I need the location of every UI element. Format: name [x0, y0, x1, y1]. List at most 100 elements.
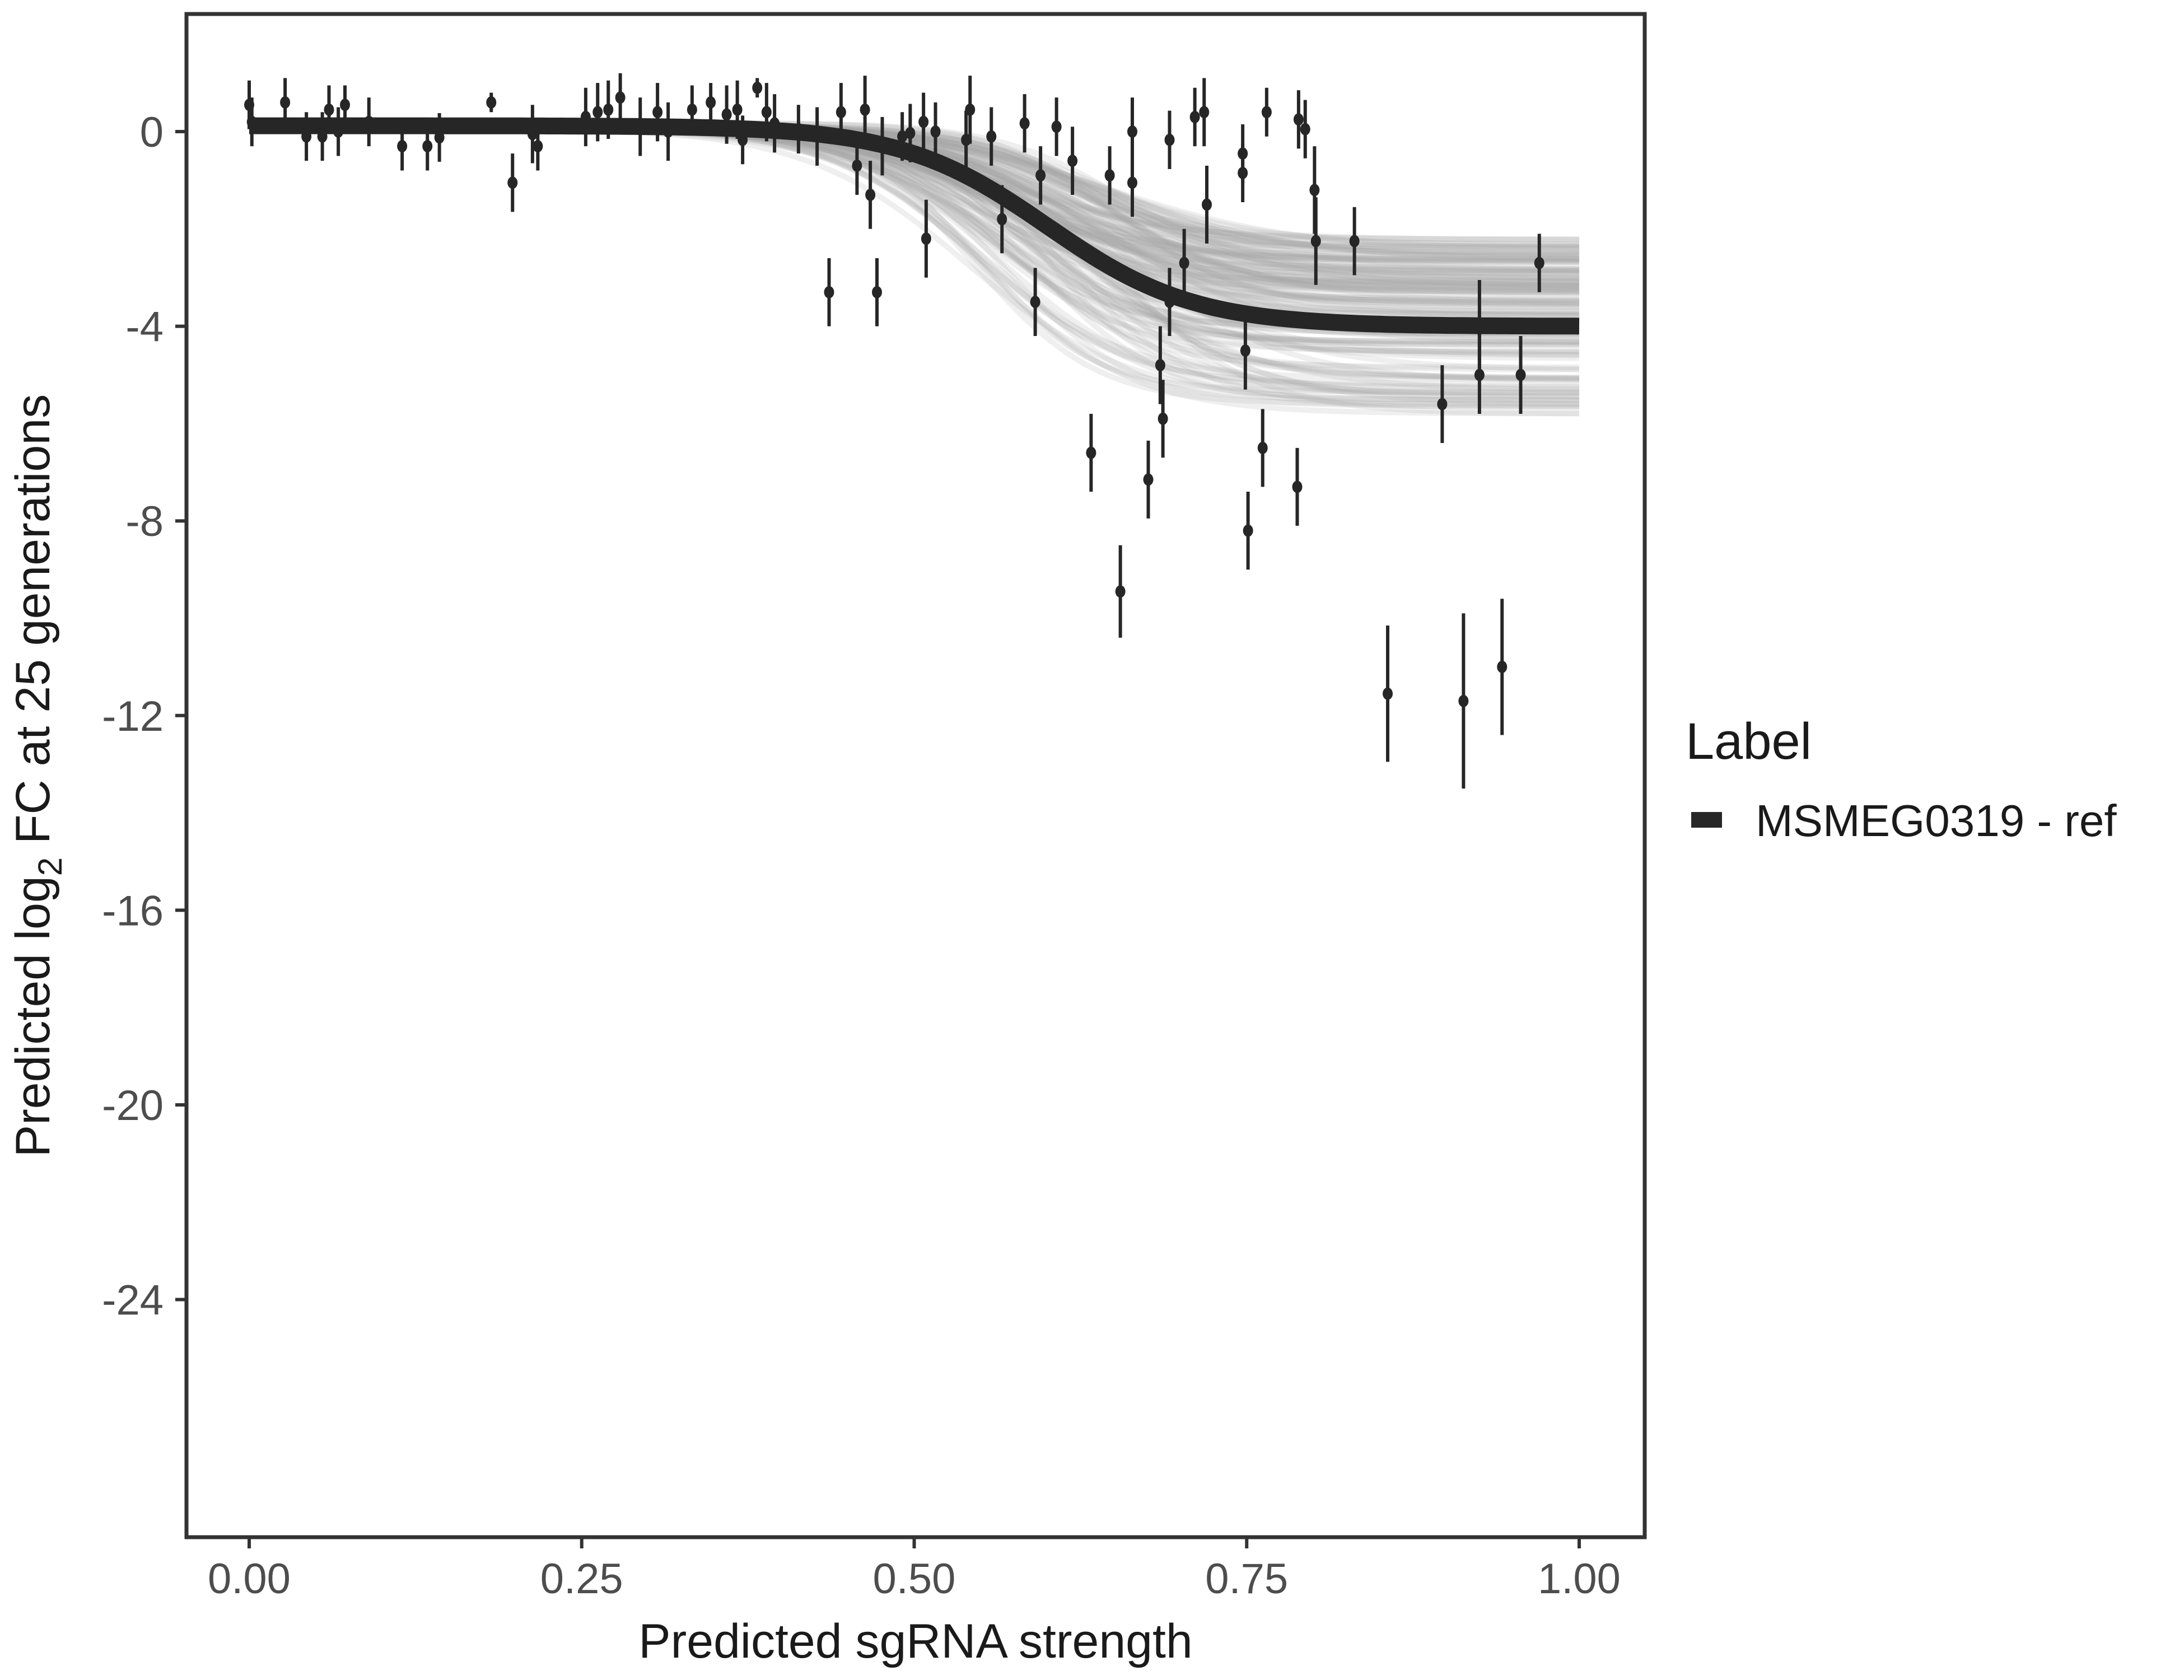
data-point: [1164, 110, 1175, 169]
data-point: [1293, 90, 1304, 149]
data-point: [1158, 380, 1168, 458]
y-tick-label: -20: [102, 1082, 164, 1130]
point-marker: [486, 96, 497, 109]
y-axis-ticks: 0 -4 -8 -12 -16 -20 -24: [102, 109, 186, 1324]
point-marker: [918, 115, 929, 128]
x-tick-label: 0.25: [540, 1555, 623, 1603]
data-point: [1115, 545, 1126, 638]
data-point: [1086, 414, 1096, 492]
data-point: [1243, 492, 1253, 570]
data-point: [1240, 311, 1250, 390]
point-marker: [1310, 235, 1321, 248]
point-marker: [1086, 446, 1096, 459]
y-axis-title-prefix: Predicted log: [6, 876, 60, 1157]
data-point: [1261, 87, 1272, 137]
point-marker: [1158, 412, 1168, 425]
data-point: [752, 78, 763, 98]
point-marker: [1534, 256, 1544, 269]
point-marker: [397, 140, 408, 153]
data-point: [1202, 165, 1212, 244]
x-axis-title: Predicted sgRNA strength: [638, 1614, 1193, 1668]
point-marker: [1349, 235, 1360, 248]
y-axis-title-suffix: FC at 25 generations: [6, 394, 60, 857]
fit-line: [249, 117, 1580, 335]
point-marker: [872, 286, 882, 298]
data-point: [1019, 94, 1030, 153]
data-point: [1292, 447, 1303, 526]
data-point: [860, 76, 870, 144]
data-point: [1127, 148, 1137, 217]
point-marker: [1127, 176, 1137, 189]
data-point: [1349, 207, 1360, 276]
point-marker: [1300, 123, 1310, 136]
legend-label: MSMEG0319 - ref: [1756, 796, 2117, 846]
data-point: [1199, 78, 1210, 147]
data-point: [986, 107, 997, 166]
data-point: [872, 258, 882, 326]
point-marker: [997, 213, 1007, 226]
point-marker: [1261, 106, 1272, 119]
point-marker: [1143, 473, 1154, 486]
point-marker: [1240, 344, 1250, 357]
x-tick-label: 0.00: [208, 1555, 291, 1603]
x-tick-label: 0.75: [1205, 1555, 1288, 1603]
point-marker: [1458, 694, 1469, 707]
point-marker: [533, 140, 543, 153]
point-marker: [1127, 125, 1137, 138]
legend-key: [1691, 812, 1722, 828]
data-point: [930, 102, 941, 161]
point-marker: [1019, 117, 1030, 130]
point-marker: [422, 140, 433, 153]
point-marker: [1309, 184, 1320, 197]
point-marker: [732, 103, 743, 116]
point-marker: [1497, 660, 1508, 673]
point-marker: [836, 106, 846, 119]
x-tick-label: 1.00: [1538, 1555, 1621, 1603]
point-marker: [1474, 368, 1485, 381]
point-marker: [1293, 113, 1304, 126]
point-marker: [1104, 169, 1115, 182]
y-tick-label: -16: [102, 887, 164, 935]
data-point: [824, 258, 834, 326]
data-point: [865, 161, 876, 229]
point-marker: [905, 127, 916, 139]
point-marker: [280, 96, 291, 109]
legend-title: Label: [1686, 713, 1812, 770]
data-point: [1143, 440, 1154, 519]
data-point: [1189, 87, 1200, 147]
point-marker: [865, 188, 876, 201]
data-point: [1035, 146, 1046, 205]
point-marker: [1243, 524, 1253, 537]
y-tick-label: -8: [125, 498, 164, 545]
data-point: [486, 92, 497, 113]
point-marker: [592, 106, 603, 119]
point-marker: [965, 103, 976, 116]
y-tick-label: -12: [102, 693, 164, 740]
point-marker: [1202, 198, 1212, 211]
point-marker: [687, 103, 697, 116]
point-marker: [824, 286, 834, 298]
point-marker: [986, 130, 997, 143]
point-marker: [1238, 166, 1248, 179]
point-marker: [930, 125, 941, 138]
data-point: [1030, 268, 1040, 336]
data-point: [1300, 100, 1310, 158]
data-point: [1515, 335, 1526, 414]
data-point: [1155, 326, 1165, 404]
data-point: [1458, 613, 1469, 789]
data-point: [1534, 234, 1544, 292]
point-marker: [1051, 120, 1062, 133]
point-marker: [1155, 359, 1165, 372]
point-marker: [921, 232, 931, 245]
point-marker: [1035, 169, 1046, 182]
point-marker: [615, 91, 626, 104]
data-point: [965, 76, 976, 144]
point-marker: [1199, 106, 1210, 119]
data-point: [1257, 409, 1268, 487]
data-point: [921, 199, 931, 278]
data-point: [1238, 143, 1248, 203]
point-marker: [1437, 398, 1448, 410]
point-marker: [507, 176, 518, 189]
